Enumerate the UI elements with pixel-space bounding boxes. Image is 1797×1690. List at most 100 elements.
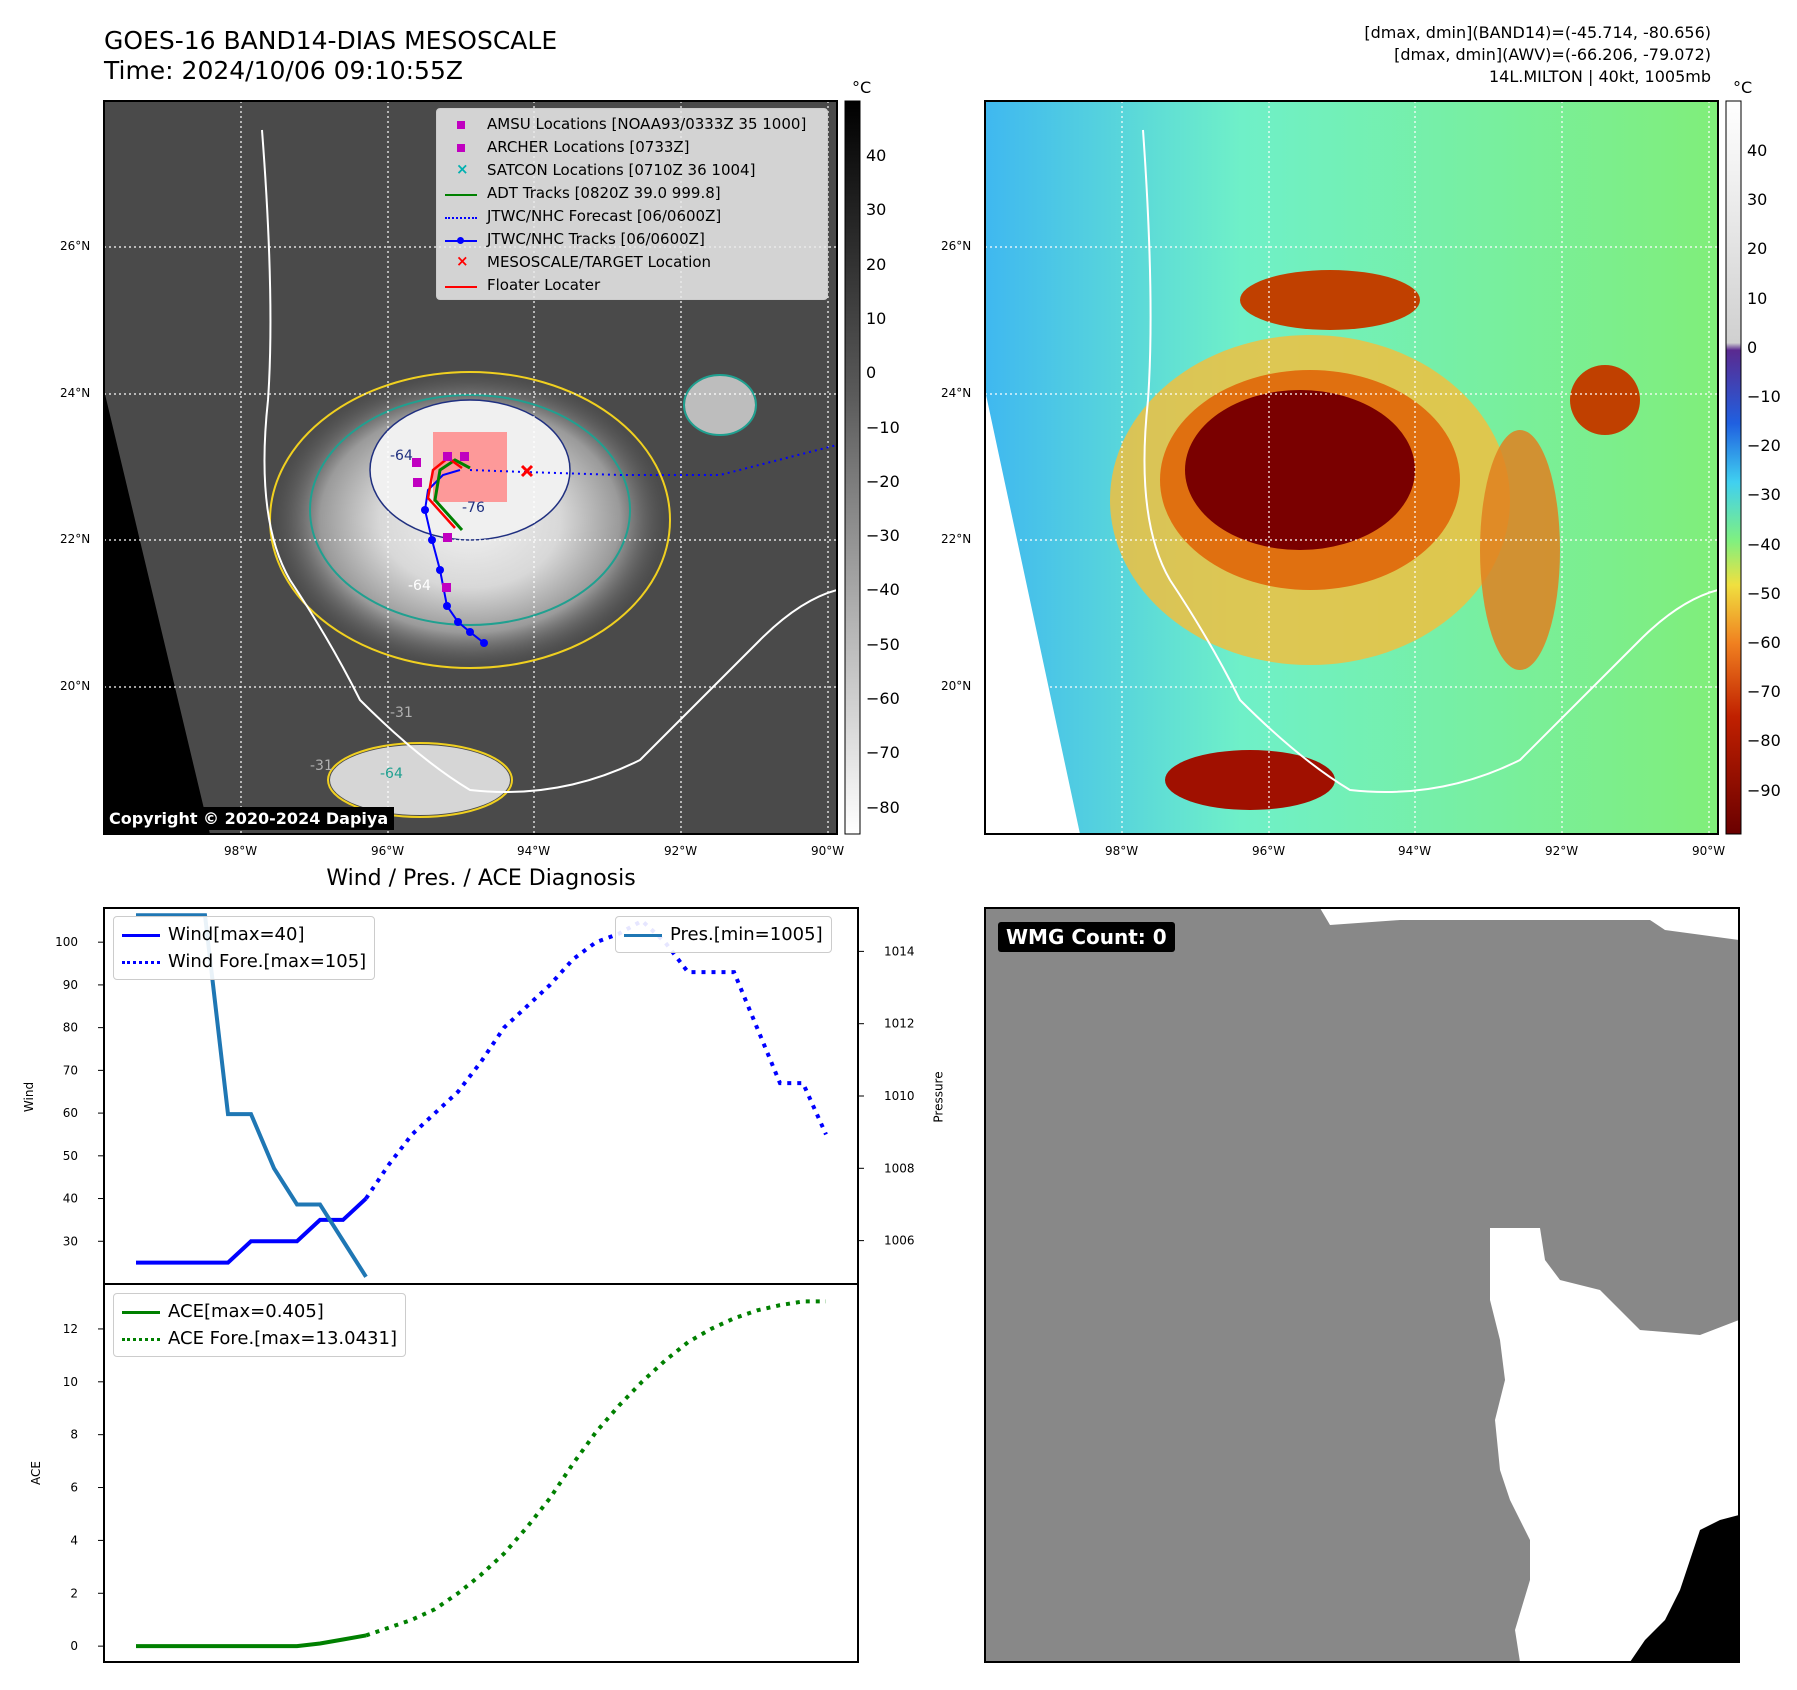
ace-ytick-label: 12 xyxy=(63,1322,78,1336)
wind-ytick-label: 30 xyxy=(63,1234,78,1248)
wind-ytick-label: 50 xyxy=(63,1149,78,1163)
wmg-frame xyxy=(984,907,1740,1663)
awv-map-panel xyxy=(985,101,1718,834)
fix-markers xyxy=(412,452,469,592)
legend-label: ARCHER Locations [0733Z] xyxy=(487,138,690,156)
colorbar-tick-label: 10 xyxy=(1747,288,1768,308)
contour-east-teal xyxy=(683,374,757,436)
chart-title: GOES-16 BAND14-DIAS MESOSCALE xyxy=(104,26,558,55)
legend-label: Floater Locater xyxy=(487,276,601,294)
pressure-ytick-label: 1010 xyxy=(884,1089,915,1103)
colorbar-tick-label: −20 xyxy=(1747,436,1781,456)
lon-label-92: 92°W xyxy=(664,844,698,858)
wmg-white-north xyxy=(1320,908,1739,940)
colorbar-tick-label: −30 xyxy=(1747,485,1781,505)
legend-label: JTWC/NHC Tracks [06/0600Z] xyxy=(487,230,705,248)
colorbar-tick-label: 0 xyxy=(1747,337,1758,357)
colorbar-tick-label: −10 xyxy=(866,417,900,437)
colorbar-tick-label: −90 xyxy=(1747,780,1781,800)
contour-label: -31 xyxy=(310,758,333,774)
lat-label-24: 24°N xyxy=(60,386,91,400)
ace-axes xyxy=(103,1283,859,1663)
colorbar-tick-label: −50 xyxy=(1747,583,1781,603)
legend-label: JTWC/NHC Forecast [06/0600Z] xyxy=(487,207,722,225)
ace-forecast-line xyxy=(365,1299,827,1638)
contour-label: -64 xyxy=(408,578,431,594)
legend-label: SATCON Locations [0710Z 36 1004] xyxy=(487,161,756,179)
colorbar-tick-label: −60 xyxy=(866,689,900,708)
legend-swatch-icon xyxy=(445,140,477,156)
colorbar-tick-label: 20 xyxy=(1747,239,1768,259)
r-lon-label-96: 96°W xyxy=(1252,844,1286,858)
colorbar-tick-label: 40 xyxy=(1747,141,1768,160)
wmg-white-south xyxy=(1490,1228,1739,1662)
colorbar-tick-label: −30 xyxy=(866,526,900,546)
pressure-series-line xyxy=(136,913,368,1278)
legend-pressure: Pres.[min=1005] xyxy=(624,921,823,948)
contour-teal xyxy=(309,394,631,626)
awv-colorbar-unit: °C xyxy=(1733,78,1753,97)
colorbar-tick-label: 30 xyxy=(866,200,887,220)
map-legend: AMSU Locations [NOAA93/0333Z 35 1000] ARC… xyxy=(436,108,828,300)
ace-ytick-label: 0 xyxy=(70,1639,78,1653)
wmg-panel xyxy=(985,908,1739,1662)
wmg-count-badge: WMG Count: 0 xyxy=(998,922,1175,952)
wind-ytick-label: 70 xyxy=(63,1063,78,1077)
wind-ytick-label: 60 xyxy=(63,1106,78,1120)
ir-no-data-region xyxy=(104,101,210,834)
lat-label-22: 22°N xyxy=(60,532,91,546)
r-lon-label-90: 90°W xyxy=(1692,844,1726,858)
legend-label: AMSU Locations [NOAA93/0333Z 35 1000] xyxy=(487,115,807,133)
wind-legend: Wind[max=40] Wind Fore.[max=105] xyxy=(113,916,376,980)
map-legend-item: Floater Locater xyxy=(445,276,600,296)
ace-ytick-label: 2 xyxy=(70,1586,78,1600)
map-legend-item: × MESOSCALE/TARGET Location xyxy=(445,252,712,273)
awv-east-band xyxy=(1480,430,1560,670)
pressure-ytick-label: 1014 xyxy=(884,944,915,958)
awv-no-data-region xyxy=(985,101,1080,834)
legend-label: MESOSCALE/TARGET Location xyxy=(487,253,712,271)
r-lon-label-98: 98°W xyxy=(1105,844,1139,858)
best-track xyxy=(423,469,485,644)
colorbar-tick-label: −20 xyxy=(866,471,900,491)
ir-cloud-band-south xyxy=(330,745,510,815)
chart-time: Time: 2024/10/06 09:10:55Z xyxy=(104,56,463,85)
floater-track xyxy=(426,456,463,529)
lat-label-26: 26°N xyxy=(60,239,91,253)
adt-track xyxy=(433,458,471,532)
r-lon-label-94: 94°W xyxy=(1398,844,1432,858)
ir-colorbar xyxy=(844,100,861,835)
colorbar-tick-label: −70 xyxy=(866,743,900,763)
info-block: [dmax, dmin](BAND14)=(-45.714, -80.656) … xyxy=(1364,22,1711,88)
lon-label-96: 96°W xyxy=(371,844,405,858)
map-legend-item: × SATCON Locations [0710Z 36 1004] xyxy=(445,160,756,181)
charts-layer: 3040506070809010010061008101010121014024… xyxy=(55,913,915,1653)
contour-label: -76 xyxy=(462,500,485,516)
ace-ytick-label: 4 xyxy=(70,1533,78,1547)
colorbar-tick-label: 20 xyxy=(866,254,887,274)
ir-map-frame xyxy=(103,100,838,835)
awv-core xyxy=(1185,390,1415,550)
awv-gridlines xyxy=(985,101,1718,834)
r-lon-label-92: 92°W xyxy=(1545,844,1579,858)
legend-swatch-icon xyxy=(445,232,477,248)
colorbar-tick-label: −50 xyxy=(866,634,900,654)
ir-cloud-east xyxy=(685,375,755,435)
contour-label: -31 xyxy=(390,705,413,721)
legend-swatch-icon xyxy=(445,278,477,294)
awv-coastline xyxy=(1142,129,1718,793)
legend-swatch-icon xyxy=(445,186,477,202)
r-lat-label-24: 24°N xyxy=(941,386,972,400)
awv-south-band xyxy=(1165,750,1335,810)
r-lat-label-22: 22°N xyxy=(941,532,972,546)
wind-ytick-label: 80 xyxy=(63,1021,78,1035)
colorbar-tick-label: −70 xyxy=(1747,682,1781,702)
wind-forecast-line xyxy=(364,918,828,1200)
copyright-badge: Copyright © 2020-2024 Dapiya xyxy=(103,807,395,830)
colorbar-tick-label: 10 xyxy=(866,308,887,328)
colorbar-tick-label: 0 xyxy=(866,363,877,383)
wind-ytick-label: 40 xyxy=(63,1192,78,1206)
pressure-ylabel: Pressure xyxy=(931,1071,946,1123)
info-awv: [dmax, dmin](AWV)=(-66.206, -79.072) xyxy=(1394,45,1711,64)
